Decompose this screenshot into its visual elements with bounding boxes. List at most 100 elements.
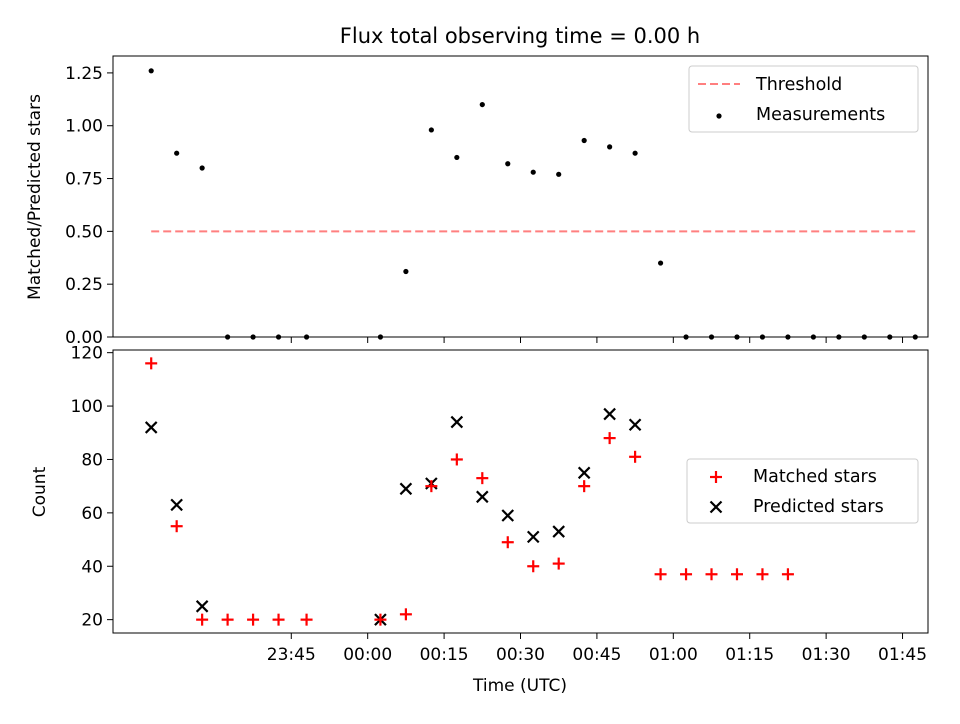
predicted-star-point [526,530,540,544]
top-panel: Flux total observing time = 0.00 h Match… [25,24,929,348]
matched-star-point [221,613,234,626]
predicted-swatch-mark [709,500,723,514]
bottom-x-tick-label: 23:45 [267,645,316,665]
predicted-star-point-b [603,407,616,421]
top-series [148,68,918,340]
measurement-point [454,154,460,161]
measurement-point [148,68,154,74]
matched-star-point [170,520,183,533]
measurement-point [581,137,587,144]
bottom-x-tick-label: 01:15 [725,645,774,665]
measurement-point [174,150,180,156]
top-axes-frame [112,55,929,338]
matched-legend-swatch [710,471,722,483]
measurement-point [530,169,536,175]
predicted-star-point-b [501,509,515,522]
top-y-axis-label: Matched/Predicted stars [25,94,45,300]
matched-star-point [196,613,209,626]
top-legend-box [688,65,919,133]
matched-star-point [730,568,743,581]
predicted-star-point-b [450,415,464,429]
predicted-star-point [450,415,464,429]
bottom-y-tick-label: 20 [81,611,103,631]
bottom-axes-frame [112,349,929,634]
matched-star-point [247,613,260,626]
matched-star-point [654,568,667,581]
bottom-y-tick-label: 80 [81,450,103,470]
bottom-x-tick-label: 01:45 [878,645,927,665]
matched-star-point [705,568,718,581]
bottom-x-axis-label: Time (UTC) [472,676,567,696]
measurement-point [479,101,485,108]
bottom-y-axis-label: Count [30,466,50,517]
predicted-star-point [603,407,616,421]
measurement-point [607,144,613,150]
matched-star-point [501,536,514,549]
bottom-ticks: 20 40 60 80 100 120 23:45 00:00 00:15 00:30 00:45 0… [71,344,927,665]
predicted-swatch-mark-b [709,500,723,514]
measurement-point [403,268,409,275]
measurement-point [556,171,562,177]
measurements-legend-swatch [716,113,722,119]
predicted-star-point [399,482,413,496]
bottom-y-tick-label: 100 [71,397,103,417]
predicted-star-point-b [552,525,565,538]
top-y-tick-label: 0.75 [65,170,103,190]
matched-swatch-mark [710,471,722,483]
top-y-tick-label: 1.00 [65,117,103,137]
predicted-star-point [501,509,515,522]
predicted-star-point [170,498,183,512]
predicted-star-point-b [399,482,413,496]
top-ticks: 0.00 0.25 0.50 0.75 1.00 1.25 [65,64,904,348]
top-panel-title: Flux total observing time = 0.00 h [340,24,700,48]
top-y-tick-label: 0.25 [65,275,103,295]
matched-star-point [399,608,412,621]
matched-star-point [374,613,387,626]
matched-star-point [145,357,158,370]
matched-star-point [552,557,565,570]
predicted-star-point-b [526,530,540,544]
predicted-star-point-b [144,421,158,434]
matched-star-point [756,568,769,581]
bottom-y-tick-label: 120 [71,344,103,364]
bottom-x-tick-label: 00:45 [572,645,621,665]
measurement-point [505,161,511,167]
predicted-legend-swatch [709,500,723,514]
measurement-point [632,150,638,156]
predicted-star-point [144,421,158,434]
matched-star-point [272,613,285,626]
measurements-legend-label: Measurements [756,105,885,125]
top-legend: Threshold Measurements [688,65,919,133]
measurement-point [657,260,664,266]
bottom-series [144,357,794,626]
top-y-tick-label: 0.50 [65,222,103,242]
bottom-x-tick-label: 00:00 [343,645,392,665]
matched-star-point [629,450,642,463]
predicted-star-point [195,600,209,613]
matched-legend-label: Matched stars [753,467,877,487]
predicted-star-point-b [577,466,591,480]
bottom-legend-box [686,458,919,524]
measurement-point [199,165,205,171]
predicted-star-point [552,525,565,538]
matched-star-point [476,472,489,485]
top-y-tick-label: 1.25 [65,64,103,84]
bottom-y-tick-label: 60 [81,504,103,524]
matched-star-point [425,480,438,493]
bottom-panel: Count Time (UTC) 20 40 60 80 100 120 23:45 00:0… [30,344,929,696]
matched-star-point [680,568,693,581]
measurement-point [428,127,434,133]
threshold-legend-label: Threshold [755,75,842,95]
bottom-x-tick-label: 00:15 [420,645,469,665]
predicted-star-point-b [476,490,489,504]
bottom-y-tick-label: 40 [81,557,103,577]
predicted-star-point-b [195,600,209,613]
matched-star-point [450,453,463,466]
predicted-legend-label: Predicted stars [753,497,884,517]
top-y-tick-label: 0.00 [65,328,103,348]
bottom-x-tick-label: 00:30 [496,645,545,665]
predicted-star-point [628,418,642,432]
bottom-x-tick-label: 01:00 [649,645,698,665]
predicted-star-point-b [170,498,183,512]
